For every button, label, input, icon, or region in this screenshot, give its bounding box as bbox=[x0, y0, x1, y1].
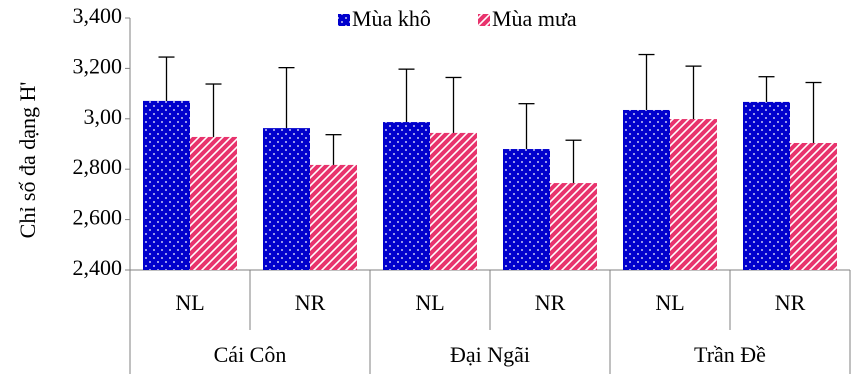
y-axis-label: Chỉ số đa dạng H' bbox=[15, 82, 40, 239]
y-tick-label: 3,00 bbox=[84, 104, 123, 129]
error-bar bbox=[445, 76, 462, 133]
legend-swatch bbox=[478, 14, 490, 26]
bar bbox=[310, 164, 357, 270]
bar bbox=[623, 109, 670, 270]
y-tick-label: 2,600 bbox=[73, 205, 123, 230]
legend-label: Mùa khô bbox=[352, 6, 431, 31]
bar bbox=[743, 101, 790, 270]
x-tick-label: NR bbox=[535, 290, 566, 315]
error-bar bbox=[805, 81, 822, 143]
error-bar bbox=[758, 76, 775, 102]
bar bbox=[670, 119, 717, 270]
y-tick-label: 2,400 bbox=[73, 255, 123, 280]
bar bbox=[143, 100, 190, 271]
error-bar bbox=[205, 83, 222, 137]
group-label: Cái Côn bbox=[214, 342, 287, 367]
y-tick-label: 3,400 bbox=[73, 3, 123, 28]
error-bar bbox=[325, 134, 342, 165]
error-bar bbox=[398, 68, 415, 123]
error-bar bbox=[565, 139, 582, 184]
y-tick-label: 2,800 bbox=[73, 154, 123, 179]
bar bbox=[790, 142, 837, 270]
legend-label: Mùa mưa bbox=[492, 6, 577, 31]
y-tick-label: 3,200 bbox=[73, 53, 123, 78]
bar bbox=[383, 122, 430, 271]
x-tick-label: NR bbox=[295, 290, 326, 315]
error-bar bbox=[638, 53, 655, 110]
x-tick-label: NR bbox=[775, 290, 806, 315]
group-label: Trần Đề bbox=[694, 342, 766, 367]
bar bbox=[263, 128, 310, 270]
bar bbox=[503, 149, 550, 270]
x-tick-label: NL bbox=[415, 290, 444, 315]
bar bbox=[430, 132, 477, 270]
error-bar bbox=[158, 56, 175, 101]
x-tick-label: NL bbox=[175, 290, 204, 315]
group-label: Đại Ngãi bbox=[450, 342, 530, 367]
x-tick-label: NL bbox=[655, 290, 684, 315]
error-bar bbox=[518, 103, 535, 150]
bar bbox=[550, 183, 597, 270]
error-bar bbox=[685, 65, 702, 120]
error-bar bbox=[278, 66, 295, 129]
legend-swatch bbox=[338, 14, 350, 26]
bar bbox=[190, 136, 237, 270]
